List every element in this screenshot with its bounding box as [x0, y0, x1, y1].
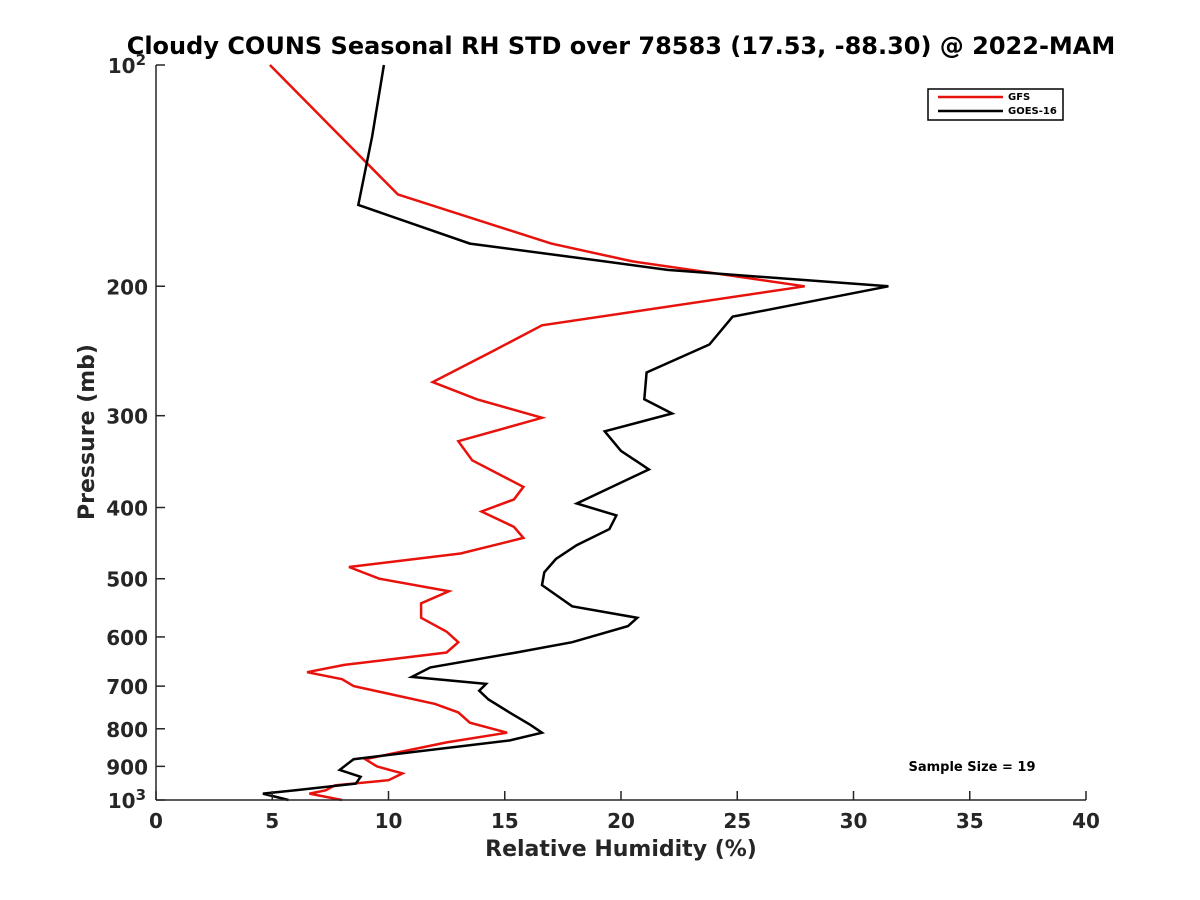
y-tick-label: 400	[106, 497, 148, 521]
series-line-gfs	[269, 64, 805, 802]
legend-label-goes16: GOES-16	[1008, 106, 1057, 117]
x-tick-label: 0	[149, 809, 163, 833]
y-tick-label: 300	[106, 405, 148, 429]
x-tick-label: 35	[956, 809, 984, 833]
x-tick-label: 25	[723, 809, 751, 833]
y-axis-title: Pressure (mb)	[75, 344, 100, 520]
y-tick-label: 102	[108, 51, 146, 78]
x-tick-label: 30	[840, 809, 868, 833]
x-axis-ticks: 0 5 10 15 20 25 30 35 40	[149, 791, 1100, 833]
series-line-goes16	[262, 64, 889, 802]
x-tick-label: 15	[491, 809, 519, 833]
y-tick-label: 103	[108, 786, 146, 813]
x-tick-label: 5	[265, 809, 279, 833]
x-tick-label: 10	[375, 809, 403, 833]
x-tick-label: 20	[607, 809, 635, 833]
legend-box	[927, 88, 1064, 121]
x-tick-label: 40	[1072, 809, 1100, 833]
y-tick-label: 500	[106, 568, 148, 592]
y-axis-ticks: 102 200 300 400 500 600 700 800 900 103	[106, 51, 165, 813]
x-axis-title: Relative Humidity (%)	[485, 837, 757, 862]
y-tick-label: 800	[106, 718, 148, 742]
y-tick-label: 700	[106, 675, 148, 699]
sample-size-annotation: Sample Size = 19	[908, 760, 1035, 775]
legend-label-gfs: GFS	[1008, 92, 1030, 103]
y-tick-label: 200	[106, 275, 148, 299]
y-tick-label: 900	[106, 755, 148, 779]
y-tick-label: 600	[106, 626, 148, 650]
legend: GFS GOES-16	[927, 88, 1064, 121]
chart-title: Cloudy COUNS Seasonal RH STD over 78583 …	[127, 32, 1116, 60]
plot-area	[262, 64, 889, 802]
